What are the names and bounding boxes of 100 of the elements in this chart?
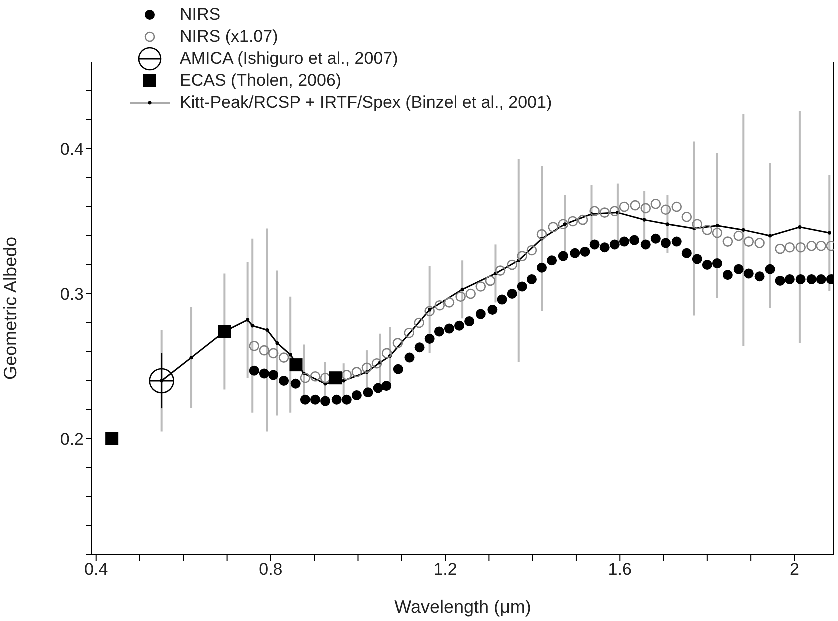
point [568, 216, 578, 227]
point [517, 251, 528, 262]
x-axis-title: Wavelength (μm) [394, 597, 532, 617]
point [796, 242, 806, 253]
point [342, 370, 352, 380]
legend-label: NIRS [180, 4, 221, 26]
point [290, 358, 303, 372]
y-tick-label: 0.2 [60, 430, 84, 450]
point [816, 241, 826, 252]
point [537, 262, 547, 273]
point [526, 274, 537, 284]
point [610, 240, 620, 250]
point [744, 236, 754, 247]
point [754, 238, 765, 248]
point [828, 231, 832, 235]
point [444, 324, 454, 334]
point [806, 274, 817, 284]
point [246, 318, 250, 322]
y-tick-label: 0.4 [60, 140, 84, 160]
point [754, 272, 765, 282]
point [320, 372, 331, 384]
point [460, 288, 464, 292]
point [310, 372, 321, 382]
point [775, 244, 786, 254]
point [266, 328, 270, 332]
point [485, 276, 496, 286]
point [250, 324, 254, 328]
point [288, 353, 292, 357]
point [558, 219, 569, 230]
point [190, 356, 194, 360]
point [268, 370, 279, 380]
point [300, 394, 310, 405]
point [640, 240, 651, 250]
point [476, 309, 486, 320]
point [692, 254, 702, 264]
point [666, 222, 670, 226]
point [278, 352, 290, 363]
y-tick-label: 0.3 [60, 285, 84, 304]
point [600, 208, 610, 218]
legend-label: AMICA (Ishiguro et al., 2007) [180, 48, 398, 70]
point [149, 368, 174, 394]
point [352, 367, 362, 378]
point [259, 345, 270, 356]
point [507, 289, 518, 299]
point [548, 222, 558, 232]
point [806, 241, 817, 252]
point [290, 378, 301, 389]
point [742, 228, 746, 232]
point [784, 242, 796, 253]
legend-label: NIRS (x1.07) [180, 26, 278, 48]
point [329, 372, 342, 385]
point [160, 379, 164, 383]
point [414, 342, 425, 353]
point [488, 304, 498, 315]
point [444, 298, 455, 308]
x-tick-label: 0.8 [259, 560, 283, 580]
point [768, 234, 772, 238]
point [722, 270, 733, 280]
point [660, 238, 671, 248]
point [424, 334, 435, 344]
point [342, 379, 346, 383]
point [497, 294, 508, 305]
point [536, 229, 548, 240]
point [249, 366, 260, 376]
point [640, 203, 652, 214]
point [702, 225, 713, 236]
x-tick-label: 1.6 [608, 560, 632, 580]
point [775, 276, 786, 286]
point [454, 320, 465, 331]
point [393, 364, 404, 374]
point [682, 248, 692, 258]
point [590, 206, 600, 216]
point [259, 368, 270, 379]
point [332, 394, 342, 405]
point [362, 362, 372, 374]
point [456, 292, 466, 302]
point [310, 394, 320, 405]
legend-label: Kitt-Peak/RCSP + IRTF/Spex (Binzel et al., 2001) [180, 92, 552, 114]
point [382, 348, 392, 359]
point [712, 258, 722, 269]
point [352, 390, 362, 400]
point [816, 274, 826, 284]
point [414, 318, 425, 328]
point [630, 235, 640, 246]
point [580, 246, 590, 257]
point [268, 348, 279, 359]
point [660, 204, 672, 216]
point [619, 236, 630, 247]
point [434, 300, 446, 311]
point [373, 383, 384, 394]
point [600, 242, 610, 253]
point [692, 219, 703, 230]
point [320, 396, 331, 406]
point [495, 266, 506, 276]
point [716, 224, 720, 228]
point [300, 372, 311, 384]
point [798, 226, 802, 230]
point [363, 388, 374, 398]
point [547, 256, 558, 266]
point [578, 214, 588, 226]
